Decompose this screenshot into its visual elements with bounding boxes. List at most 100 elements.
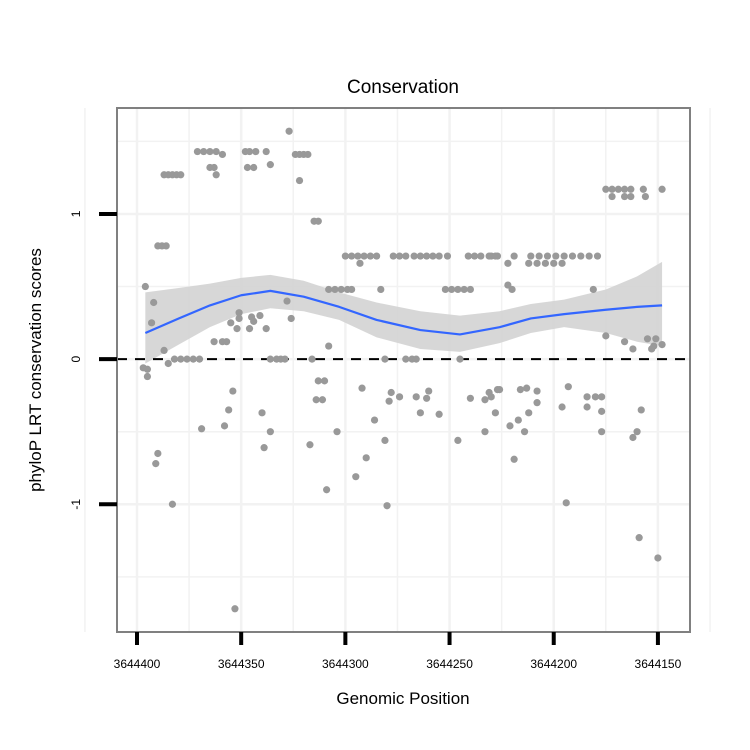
data-point: [341, 252, 349, 260]
confidence-band-area: [145, 261, 663, 364]
data-point: [243, 163, 252, 172]
data-point: [402, 355, 410, 363]
data-point: [220, 422, 229, 430]
data-point: [416, 409, 424, 417]
data-point: [200, 147, 208, 156]
data-point: [337, 285, 345, 294]
data-point: [477, 252, 485, 260]
data-point: [387, 388, 395, 397]
chart-title: Conservation: [347, 77, 459, 98]
data-point: [558, 403, 566, 411]
data-point: [295, 176, 304, 185]
data-point: [637, 406, 645, 414]
data-point: [456, 355, 464, 363]
data-point: [362, 454, 370, 462]
data-point: [643, 335, 652, 343]
data-point: [323, 486, 331, 494]
data-point: [633, 428, 641, 436]
data-point: [348, 285, 356, 294]
data-point: [550, 259, 558, 267]
data-point: [629, 433, 637, 442]
data-point: [598, 428, 606, 436]
data-point: [189, 355, 197, 363]
data-point: [147, 319, 156, 327]
data-point: [464, 252, 472, 260]
data-point: [514, 416, 522, 424]
data-point: [416, 252, 424, 260]
data-point: [266, 355, 274, 363]
data-point: [533, 259, 541, 267]
data-point: [429, 252, 437, 260]
data-point: [168, 500, 177, 508]
data-point: [525, 259, 533, 267]
data-point: [460, 285, 468, 294]
data-point: [210, 338, 218, 346]
x-tick-label: 3644250: [426, 657, 473, 671]
data-point: [568, 252, 577, 260]
data-point: [454, 285, 462, 294]
data-point: [395, 252, 404, 260]
data-point: [543, 252, 552, 260]
data-point: [527, 252, 535, 260]
data-point: [525, 409, 533, 417]
data-point: [648, 345, 656, 353]
data-point: [177, 355, 185, 363]
data-point: [356, 259, 364, 267]
data-point: [225, 406, 233, 414]
data-point: [598, 393, 606, 401]
data-point: [435, 252, 443, 260]
data-point: [227, 319, 235, 327]
data-point: [658, 185, 666, 193]
data-point: [143, 365, 152, 373]
data-point: [423, 394, 431, 402]
data-point: [620, 192, 629, 201]
data-point: [348, 252, 356, 260]
data-point: [320, 377, 329, 385]
data-point: [252, 147, 260, 156]
x-axis-label: Genomic Position: [336, 689, 469, 708]
data-point: [266, 428, 274, 436]
data-point: [314, 377, 322, 385]
y-axis: -1 0 1: [69, 210, 117, 510]
data-point: [141, 282, 149, 291]
data-point: [558, 259, 566, 267]
data-point: [183, 355, 191, 363]
data-point: [389, 252, 397, 260]
data-point: [170, 355, 179, 363]
data-points: [139, 127, 666, 613]
data-point: [423, 252, 431, 260]
data-point: [602, 332, 610, 340]
data-point: [593, 252, 602, 260]
data-point: [608, 192, 616, 201]
data-point: [516, 385, 524, 394]
data-point: [410, 252, 418, 260]
data-point: [245, 147, 254, 156]
data-point: [250, 163, 258, 172]
data-point: [266, 161, 274, 169]
data-point: [150, 298, 158, 307]
data-point: [583, 393, 591, 401]
data-point: [250, 317, 258, 325]
data-point: [312, 396, 320, 404]
data-point: [212, 171, 220, 179]
data-point: [383, 502, 391, 510]
data-point: [639, 185, 647, 193]
data-point: [308, 355, 316, 363]
data-point: [218, 150, 227, 159]
data-point: [385, 397, 393, 405]
data-point: [481, 428, 489, 436]
data-point: [281, 355, 289, 363]
data-point: [425, 387, 433, 395]
data-point: [412, 355, 420, 363]
data-point: [533, 399, 541, 407]
data-point: [395, 393, 404, 401]
data-point: [287, 314, 295, 323]
data-point: [233, 325, 241, 333]
data-point: [260, 444, 268, 452]
data-point: [235, 309, 243, 317]
data-point: [212, 147, 220, 156]
data-point: [523, 384, 531, 392]
data-point: [285, 127, 293, 135]
y-tick-label: 0: [69, 355, 83, 362]
y-axis-label: phyloP LRT conservation scores: [26, 248, 45, 492]
